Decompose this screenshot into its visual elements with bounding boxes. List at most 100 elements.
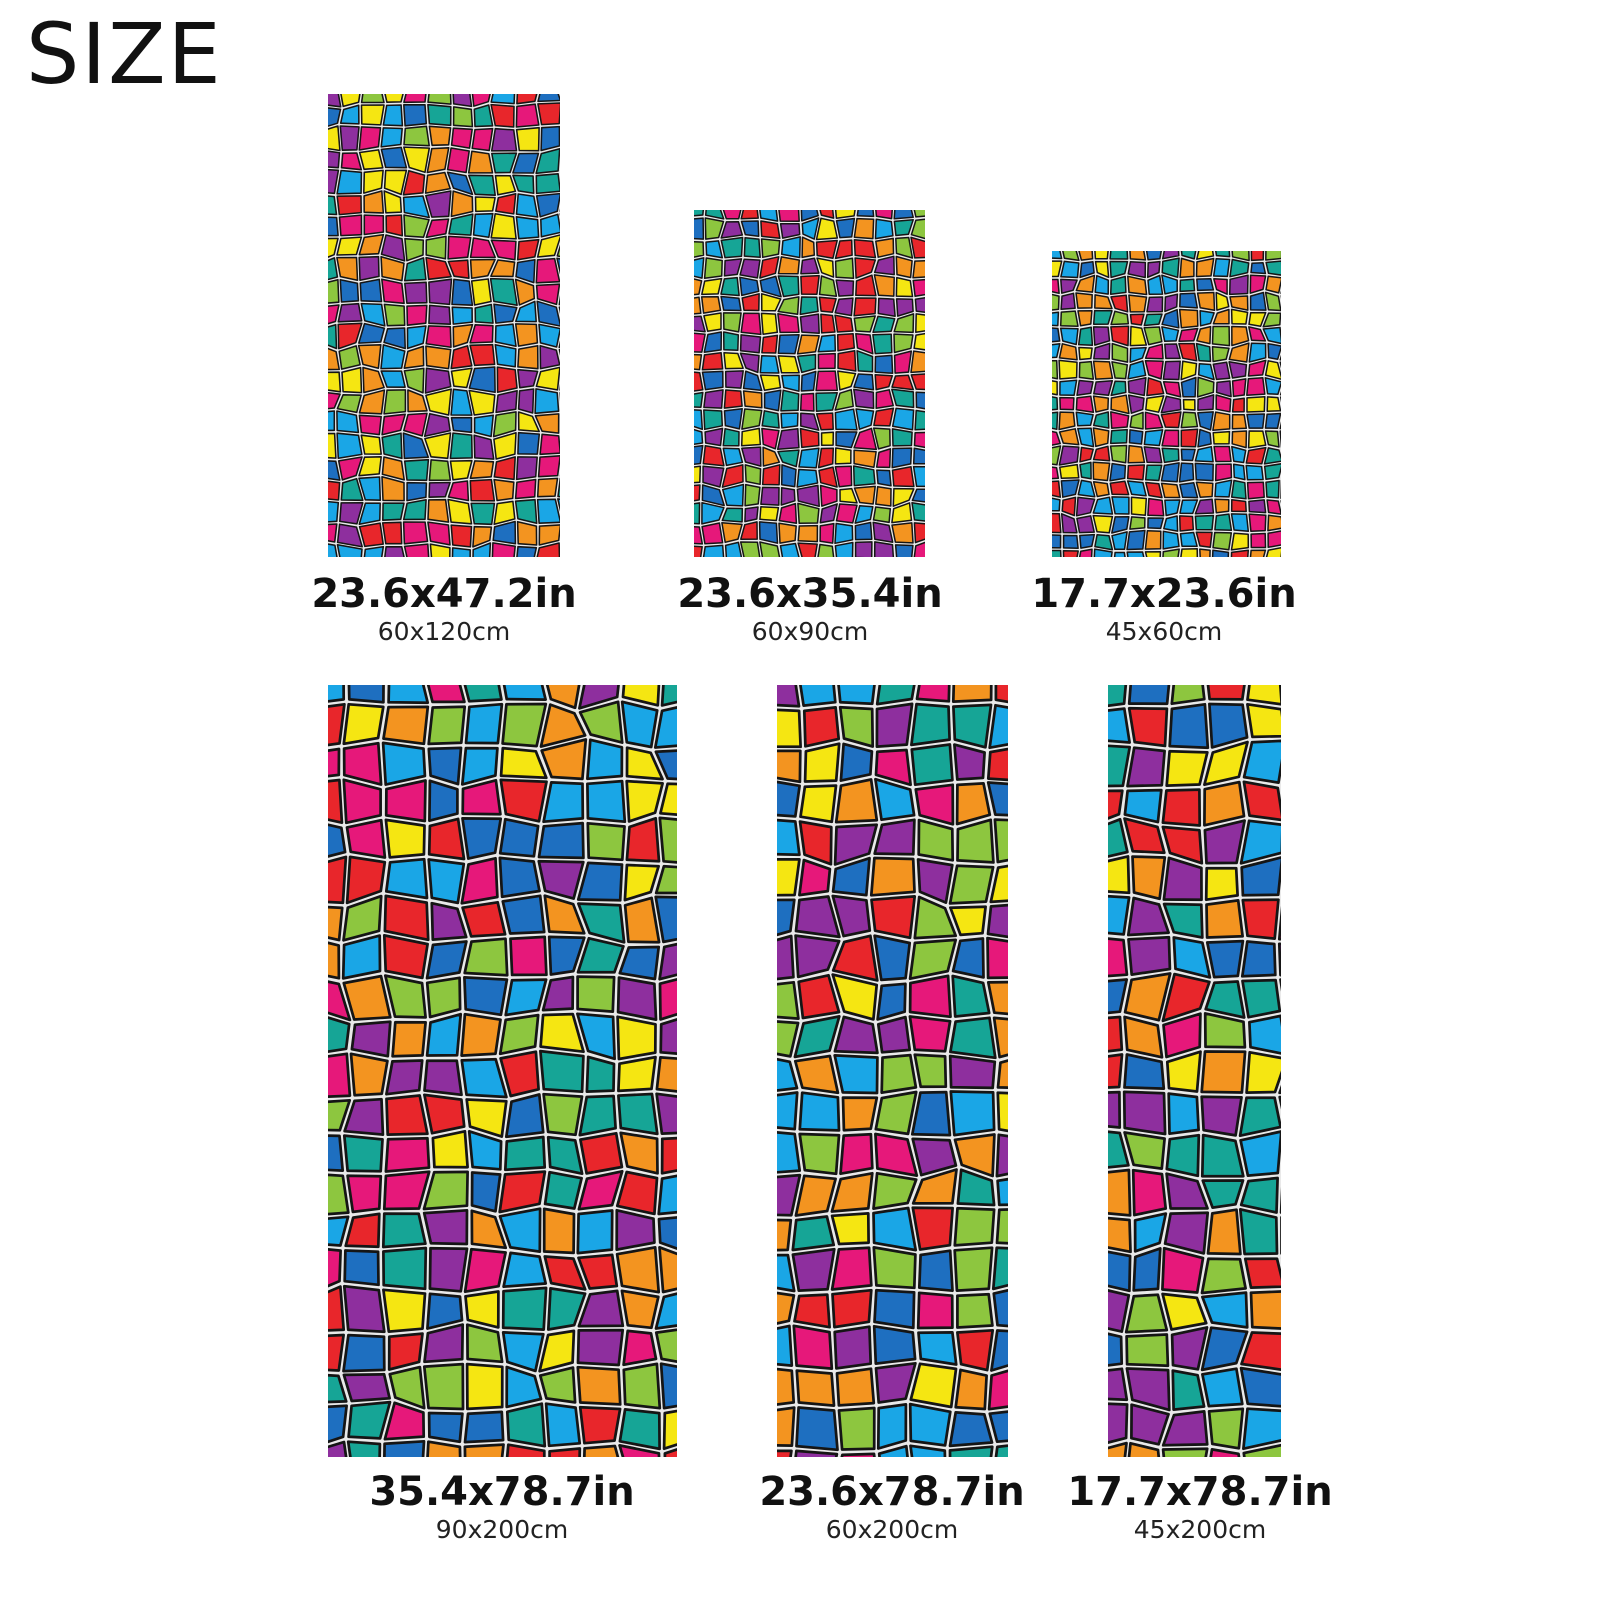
mosaic-tile <box>760 312 779 335</box>
mosaic-tile <box>383 974 427 1019</box>
mosaic-tile <box>490 259 516 278</box>
mosaic-tile <box>494 174 517 196</box>
mosaic-tile <box>382 1288 427 1333</box>
mosaic-tile <box>1264 360 1281 380</box>
mosaic-tile <box>539 703 587 748</box>
mosaic-tile <box>1196 291 1216 312</box>
mosaic-tile <box>801 236 816 259</box>
mosaic-tile <box>450 524 473 548</box>
mosaic-tile <box>505 1443 546 1457</box>
mosaic-tile <box>1249 549 1267 557</box>
mosaic-tile <box>1052 411 1059 431</box>
mosaic-tile <box>701 370 724 391</box>
mosaic-tile <box>1146 296 1164 313</box>
mosaic-tile <box>778 210 800 222</box>
mosaic-tile <box>1245 446 1267 465</box>
mosaic-tile <box>345 855 387 905</box>
mosaic-tile <box>894 544 914 557</box>
mosaic-tile <box>953 743 986 781</box>
product-image-60x90[interactable] <box>694 210 925 557</box>
mosaic-tile <box>744 464 762 486</box>
mosaic-tile <box>406 481 428 502</box>
mosaic-tile <box>450 416 473 434</box>
mosaic-tile <box>1279 354 1281 361</box>
product-image-60x200[interactable] <box>777 685 1008 1457</box>
mosaic-tile <box>777 898 796 937</box>
mosaic-tile <box>912 278 925 298</box>
mosaic-tile <box>777 934 795 981</box>
mosaic-tile <box>460 746 499 786</box>
mosaic-tile <box>429 543 451 557</box>
mosaic-tile <box>917 1249 954 1293</box>
mosaic-tile <box>910 702 951 747</box>
mosaic-tile <box>835 279 855 297</box>
mosaic-tile <box>504 978 548 1017</box>
size-inches: 35.4x78.7in <box>369 1469 635 1515</box>
product-image-45x60[interactable] <box>1052 251 1281 557</box>
mosaic-tile <box>382 1170 431 1211</box>
mosaic-tile <box>514 478 537 500</box>
mosaic-tile <box>1162 902 1204 939</box>
mosaic-tile <box>403 412 428 437</box>
mosaic-tile <box>1178 308 1199 329</box>
mosaic-tile <box>875 389 894 409</box>
mosaic-tile <box>346 1174 383 1214</box>
mosaic-tile <box>779 542 800 557</box>
mosaic-tile <box>1161 1410 1209 1447</box>
mosaic-tile <box>515 456 538 481</box>
mosaic-tile <box>834 465 853 488</box>
mosaic-tile <box>1052 480 1062 498</box>
mosaic-tile <box>328 195 338 216</box>
mosaic-tile <box>1076 379 1094 397</box>
mosaic-tile <box>1052 430 1061 446</box>
mosaic-tile <box>875 210 893 220</box>
mosaic-tile <box>403 458 430 482</box>
mosaic-tile <box>911 1206 954 1251</box>
mosaic-tile <box>1108 685 1128 708</box>
mosaic-tile <box>694 484 701 502</box>
mosaic-tile <box>346 1440 382 1457</box>
mosaic-tile <box>910 373 925 391</box>
mosaic-tile <box>382 705 430 746</box>
mosaic-tile <box>876 469 892 487</box>
mosaic-tile <box>1209 1448 1241 1457</box>
mosaic-tile <box>741 446 762 467</box>
mosaic-tile <box>358 322 386 344</box>
mosaic-tile <box>1240 1331 1281 1371</box>
mosaic-tile <box>617 1092 659 1136</box>
mosaic-tile <box>463 1247 507 1294</box>
product-image-90x200[interactable] <box>328 685 677 1457</box>
product-image-45x200[interactable] <box>1108 685 1281 1457</box>
mosaic-tile <box>1052 293 1060 311</box>
mosaic-tile <box>694 315 706 333</box>
mosaic-tile <box>722 210 742 220</box>
mosaic-tile <box>1078 548 1093 557</box>
mosaic-tile <box>1161 274 1178 295</box>
mosaic-tile <box>817 543 835 557</box>
mosaic-tile <box>495 389 518 414</box>
mosaic-tile <box>870 895 917 940</box>
mosaic-tile <box>1194 462 1214 482</box>
mosaic-tile <box>917 1331 958 1366</box>
mosaic-tile <box>328 1134 345 1172</box>
mosaic-tile <box>1094 534 1114 551</box>
mosaic-tile <box>694 428 704 445</box>
mosaic-tile <box>384 857 429 900</box>
mosaic-tile <box>659 1017 677 1056</box>
mosaic-tile <box>1167 1092 1200 1136</box>
mosaic-tile <box>912 465 925 488</box>
mosaic-tile <box>1129 346 1147 363</box>
mosaic-tile <box>452 94 473 108</box>
mosaic-tile <box>579 1131 624 1175</box>
product-image-60x120[interactable] <box>328 94 560 557</box>
mosaic-tile <box>955 782 992 826</box>
mosaic-tile <box>724 541 743 557</box>
mosaic-tile <box>360 104 385 126</box>
mosaic-tile <box>537 94 560 103</box>
mosaic-tile <box>339 125 360 151</box>
mosaic-tile <box>658 1245 677 1294</box>
mosaic-tile <box>1201 1291 1249 1329</box>
mosaic-tile <box>1111 516 1130 534</box>
mosaic-tile <box>425 235 447 260</box>
mosaic-tile <box>1052 396 1059 411</box>
